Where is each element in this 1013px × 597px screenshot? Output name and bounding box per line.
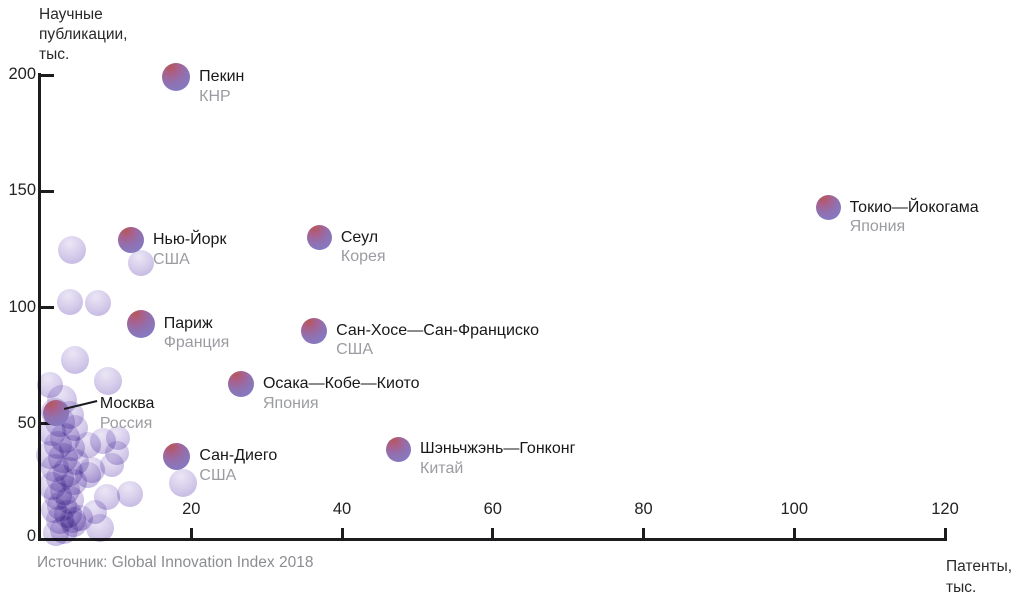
background-bubble <box>100 452 125 477</box>
city-bubble <box>162 63 191 92</box>
x-axis-title: Патенты, тыс. <box>946 556 1012 597</box>
background-bubble <box>168 469 197 498</box>
y-axis-title-line: публикации, <box>39 26 128 43</box>
city-label-group: Токио—Йокогама Япония <box>850 198 979 237</box>
country-name: США <box>336 341 373 359</box>
background-bubble <box>43 520 70 547</box>
city-name: Сан-Хосе—Сан-Франциско <box>336 321 539 339</box>
city-bubble <box>126 309 155 338</box>
country-name: США <box>152 250 190 268</box>
country-name: Россия <box>99 414 153 432</box>
source-note: Источник: Global Innovation Index 2018 <box>37 554 314 571</box>
city-name: Пекин <box>199 68 245 86</box>
x-tick-label: 120 <box>931 500 959 518</box>
city-label-group: Осака—Кобе—Киото Япония <box>263 374 420 413</box>
city-label-group: Сеул Корея <box>341 228 386 267</box>
x-axis-title-line: Патенты, <box>946 558 1013 575</box>
country-name: Китай <box>420 459 464 477</box>
city-bubble <box>386 436 412 462</box>
y-tick-label: 200 <box>8 65 36 83</box>
background-bubble <box>58 236 87 265</box>
background-bubble <box>56 288 83 315</box>
background-bubble <box>61 346 90 375</box>
city-bubble <box>306 225 332 251</box>
country-name: Япония <box>262 394 319 412</box>
x-axis-title-line: тыс. <box>946 579 977 596</box>
city-label-group: Москва Россия <box>100 394 155 433</box>
y-axis-title: Научные публикации, тыс. <box>39 5 127 65</box>
city-name: Нью-Йорк <box>152 231 227 249</box>
x-tick-label: 80 <box>634 500 653 518</box>
city-bubble <box>117 227 144 254</box>
x-tick-label: 60 <box>483 500 502 518</box>
city-name: Токио—Йокогама <box>849 198 979 216</box>
y-tick-label: 50 <box>17 413 36 432</box>
x-tick-label: 100 <box>780 500 809 518</box>
y-tick-mark <box>41 189 54 193</box>
country-name: Франция <box>163 334 230 352</box>
background-bubble <box>127 250 154 277</box>
y-tick-label: 0 <box>26 527 36 545</box>
y-tick-mark <box>41 73 54 77</box>
city-name: Сан-Диего <box>199 447 278 465</box>
x-tick-mark <box>491 528 495 540</box>
y-tick-mark <box>41 306 54 309</box>
background-bubble <box>84 290 111 317</box>
background-bubble <box>66 504 93 531</box>
background-bubble <box>94 366 123 395</box>
x-tick-mark <box>943 528 947 540</box>
y-tick-label: 150 <box>8 181 36 200</box>
city-bubble <box>227 371 254 398</box>
city-name: Осака—Кобе—Киото <box>262 375 420 393</box>
city-label-group: Пекин КНР <box>199 67 244 106</box>
y-axis-line <box>38 73 41 541</box>
country-name: Япония <box>849 218 906 236</box>
city-bubble <box>815 195 841 221</box>
city-name: Сеул <box>340 228 379 246</box>
city-label-group: Нью-Йорк США <box>153 230 227 269</box>
x-tick-label: 20 <box>182 500 201 518</box>
x-tick-mark <box>642 528 645 540</box>
country-name: КНР <box>199 87 231 105</box>
country-name: Корея <box>340 248 386 266</box>
y-axis-title-line: Научные <box>39 6 103 23</box>
x-tick-mark <box>792 528 796 540</box>
y-tick-label: 100 <box>8 297 36 316</box>
city-label-group: Париж Франция <box>164 314 230 353</box>
city-name: Москва <box>99 395 155 413</box>
city-label-group: Сан-Хосе—Сан-Франциско США <box>336 321 539 360</box>
y-axis-title-line: тыс. <box>39 46 70 63</box>
x-tick-mark <box>189 528 193 540</box>
city-label-group: Сан-Диего США <box>199 446 277 485</box>
city-bubble <box>163 442 191 470</box>
background-bubble <box>117 480 144 507</box>
country-name: США <box>199 466 237 484</box>
city-label-group: Шэньчжэнь—Гонконг Китай <box>420 439 575 478</box>
city-bubble <box>43 400 70 427</box>
city-name: Париж <box>163 314 213 332</box>
city-bubble <box>301 317 328 344</box>
city-name: Шэньчжэнь—Гонконг <box>420 440 576 458</box>
x-tick-label: 40 <box>332 500 352 518</box>
x-tick-mark <box>340 528 344 540</box>
